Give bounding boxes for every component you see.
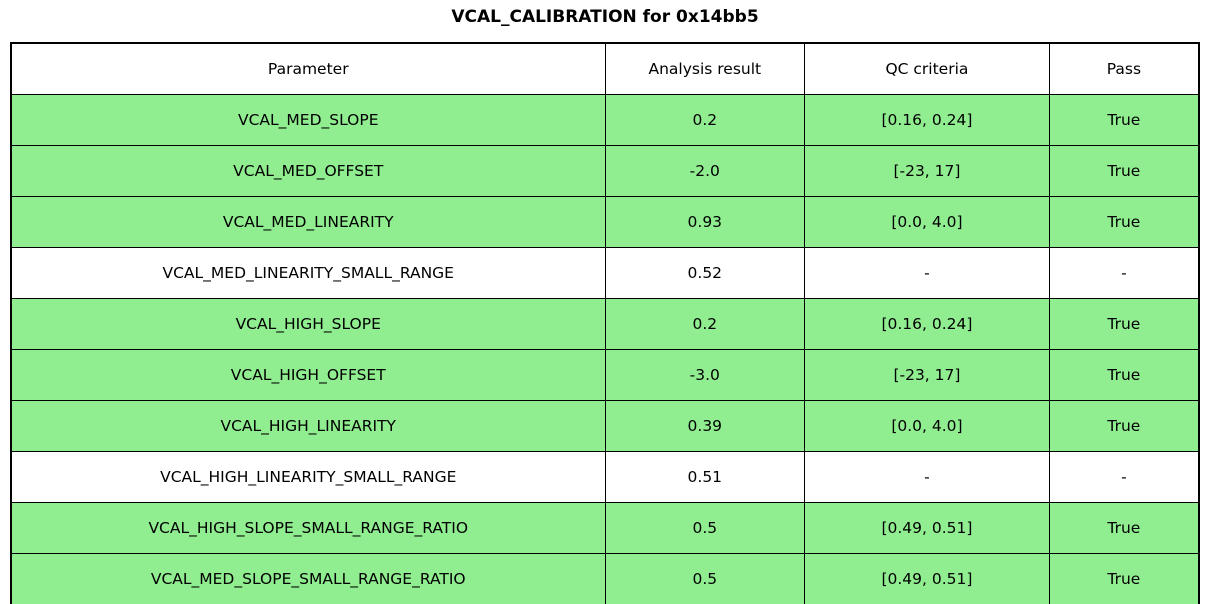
- cell-parameter: VCAL_HIGH_SLOPE: [10, 298, 606, 350]
- cell-qc-criteria: [0.0, 4.0]: [804, 196, 1050, 248]
- table-row: VCAL_MED_LINEARITY_SMALL_RANGE 0.52 - -: [10, 247, 1200, 299]
- cell-pass: True: [1048, 145, 1200, 197]
- cell-parameter: VCAL_HIGH_LINEARITY_SMALL_RANGE: [10, 451, 606, 503]
- cell-parameter: VCAL_MED_LINEARITY: [10, 196, 606, 248]
- cell-qc-criteria: -: [804, 451, 1050, 503]
- column-header-qc-criteria: QC criteria: [804, 42, 1050, 95]
- table-row: VCAL_HIGH_SLOPE_SMALL_RANGE_RATIO 0.5 [0…: [10, 502, 1200, 554]
- cell-pass: -: [1048, 451, 1200, 503]
- cell-qc-criteria: [0.0, 4.0]: [804, 400, 1050, 452]
- cell-analysis-result: -3.0: [604, 349, 806, 401]
- qc-criteria-table: Parameter Analysis result QC criteria Pa…: [10, 42, 1200, 604]
- cell-qc-criteria: [0.49, 0.51]: [804, 502, 1050, 554]
- cell-pass: -: [1048, 247, 1200, 299]
- table-row: VCAL_HIGH_LINEARITY 0.39 [0.0, 4.0] True: [10, 400, 1200, 452]
- table-row: VCAL_HIGH_OFFSET -3.0 [-23, 17] True: [10, 349, 1200, 401]
- cell-parameter: VCAL_MED_SLOPE_SMALL_RANGE_RATIO: [10, 553, 606, 604]
- cell-analysis-result: 0.52: [604, 247, 806, 299]
- cell-pass: True: [1048, 502, 1200, 554]
- cell-qc-criteria: [0.16, 0.24]: [804, 298, 1050, 350]
- cell-pass: True: [1048, 196, 1200, 248]
- cell-pass: True: [1048, 400, 1200, 452]
- table-header: Parameter Analysis result QC criteria Pa…: [10, 42, 1200, 95]
- cell-qc-criteria: [0.49, 0.51]: [804, 553, 1050, 604]
- cell-pass: True: [1048, 298, 1200, 350]
- table-row: VCAL_HIGH_LINEARITY_SMALL_RANGE 0.51 - -: [10, 451, 1200, 503]
- cell-analysis-result: 0.2: [604, 298, 806, 350]
- cell-pass: True: [1048, 349, 1200, 401]
- table-row: VCAL_HIGH_SLOPE 0.2 [0.16, 0.24] True: [10, 298, 1200, 350]
- cell-analysis-result: 0.2: [604, 94, 806, 146]
- column-header-parameter: Parameter: [10, 42, 606, 95]
- cell-analysis-result: 0.51: [604, 451, 806, 503]
- column-header-pass: Pass: [1048, 42, 1200, 95]
- cell-parameter: VCAL_MED_OFFSET: [10, 145, 606, 197]
- cell-analysis-result: -2.0: [604, 145, 806, 197]
- cell-parameter: VCAL_MED_SLOPE: [10, 94, 606, 146]
- cell-parameter: VCAL_HIGH_OFFSET: [10, 349, 606, 401]
- cell-qc-criteria: [-23, 17]: [804, 145, 1050, 197]
- table-body: VCAL_MED_SLOPE 0.2 [0.16, 0.24] True VCA…: [10, 94, 1200, 604]
- cell-qc-criteria: [0.16, 0.24]: [804, 94, 1050, 146]
- cell-analysis-result: 0.39: [604, 400, 806, 452]
- cell-parameter: VCAL_MED_LINEARITY_SMALL_RANGE: [10, 247, 606, 299]
- cell-analysis-result: 0.5: [604, 502, 806, 554]
- cell-pass: True: [1048, 553, 1200, 604]
- cell-parameter: VCAL_HIGH_SLOPE_SMALL_RANGE_RATIO: [10, 502, 606, 554]
- cell-analysis-result: 0.5: [604, 553, 806, 604]
- cell-parameter: VCAL_HIGH_LINEARITY: [10, 400, 606, 452]
- column-header-analysis-result: Analysis result: [604, 42, 806, 95]
- cell-qc-criteria: -: [804, 247, 1050, 299]
- table-row: VCAL_MED_SLOPE_SMALL_RANGE_RATIO 0.5 [0.…: [10, 553, 1200, 604]
- header-row: Parameter Analysis result QC criteria Pa…: [10, 42, 1200, 95]
- cell-qc-criteria: [-23, 17]: [804, 349, 1050, 401]
- cell-analysis-result: 0.93: [604, 196, 806, 248]
- table-row: VCAL_MED_SLOPE 0.2 [0.16, 0.24] True: [10, 94, 1200, 146]
- table-title: VCAL_CALIBRATION for 0x14bb5: [451, 7, 759, 27]
- table-row: VCAL_MED_LINEARITY 0.93 [0.0, 4.0] True: [10, 196, 1200, 248]
- cell-pass: True: [1048, 94, 1200, 146]
- table-row: VCAL_MED_OFFSET -2.0 [-23, 17] True: [10, 145, 1200, 197]
